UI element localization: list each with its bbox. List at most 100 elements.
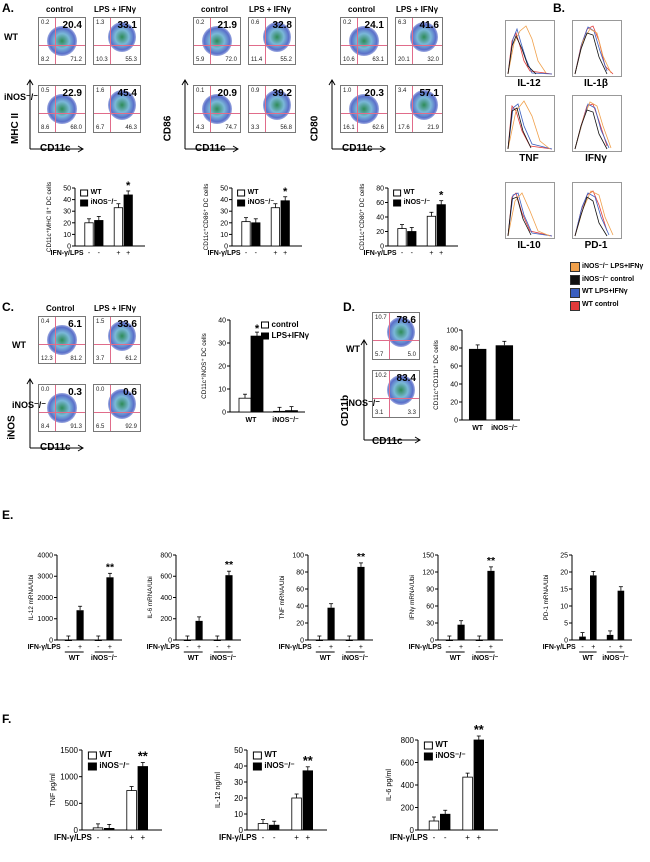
flow-density: [263, 22, 291, 52]
legend-swatch: [570, 275, 580, 285]
quadrant-line-v: [389, 371, 391, 417]
flow-plot: 21.9 0.2 5.9 72.0: [193, 17, 241, 65]
quadrant-lower-right: 81.2: [70, 356, 82, 362]
quadrant-line-h: [249, 112, 295, 114]
quadrant-lower-left: 6.7: [96, 125, 105, 131]
quadrant-lower-left: 3.3: [251, 125, 260, 131]
flow-plot: 0.3 0.0 8.4 91.3: [38, 384, 86, 432]
quadrant-lower-left: 5.9: [196, 57, 205, 63]
quadrant-upper-right: 0.6: [123, 387, 137, 398]
histogram-curves: [574, 25, 614, 75]
flow-density: [387, 375, 415, 405]
histogram-il1b: [572, 20, 622, 77]
quadrant-lower-right: 56.8: [280, 125, 292, 131]
quadrant-lower-left: 16.1: [343, 125, 355, 131]
quadrant-line-v: [412, 86, 414, 132]
row-label-inos: iNOS⁻/⁻: [346, 398, 381, 408]
quadrant-upper-left: 3.4: [398, 88, 407, 94]
panel-label-f: F.: [2, 712, 12, 726]
quadrant-upper-left: 10.2: [375, 373, 387, 379]
flow-density: [47, 94, 77, 124]
flow-density: [108, 389, 136, 419]
flow-plot: 39.2 0.9 3.3 56.8: [248, 85, 296, 133]
row-label-inos: iNOS⁻/⁻: [4, 92, 39, 102]
quadrant-line-h: [194, 44, 240, 46]
quadrant-line-h: [39, 411, 85, 413]
quadrant-line-h: [39, 343, 85, 345]
quadrant-upper-right: 20.3: [364, 88, 384, 99]
flow-density: [47, 26, 77, 56]
quadrant-lower-right: 72.0: [225, 57, 237, 63]
x-axis-label: CD11c: [342, 143, 373, 154]
quadrant-lower-left: 5.7: [375, 352, 384, 358]
quadrant-upper-right: 20.9: [217, 88, 237, 99]
flow-plot: 33.6 1.5 3.7 61.2: [93, 316, 141, 364]
quadrant-line-v: [265, 86, 267, 132]
quadrant-lower-right: 91.3: [70, 424, 82, 430]
histogram-il12: [505, 20, 555, 77]
row-label-inos: iNOS⁻/⁻: [12, 400, 47, 410]
flow-density: [202, 94, 232, 124]
quadrant-line-v: [110, 18, 112, 64]
quadrant-line-v: [55, 18, 57, 64]
flow-density: [108, 22, 136, 52]
quadrant-upper-left: 0.9: [251, 88, 260, 94]
quadrant-lower-right: 55.2: [280, 57, 292, 63]
quadrant-upper-right: 0.3: [68, 387, 82, 398]
quadrant-lower-right: 21.9: [427, 125, 439, 131]
histogram-curves: [507, 100, 553, 150]
quadrant-lower-left: 10.3: [96, 57, 108, 63]
quadrant-lower-right: 71.2: [70, 57, 82, 63]
x-axis-label: CD11c: [40, 143, 71, 154]
quadrant-lower-left: 8.6: [41, 125, 50, 131]
quadrant-upper-right: 22.9: [62, 88, 82, 99]
quadrant-upper-left: 1.5: [96, 319, 105, 325]
legend-label: WT LPS+IFNγ: [582, 288, 628, 295]
quadrant-line-v: [55, 385, 57, 431]
quadrant-line-h: [94, 343, 140, 345]
quadrant-lower-left: 6.5: [96, 424, 105, 430]
histogram-label-tnf: TNF: [519, 153, 539, 164]
quadrant-lower-right: 63.1: [372, 57, 384, 63]
quadrant-lower-right: 61.2: [125, 356, 137, 362]
quadrant-line-h: [341, 112, 387, 114]
quadrant-lower-left: 3.1: [375, 410, 384, 416]
panel-label-b: B.: [553, 1, 565, 15]
x-axis-label: CD11c: [40, 442, 71, 453]
histogram-label-il1b: IL-1β: [584, 78, 608, 89]
quadrant-line-h: [39, 112, 85, 114]
column-header-lps: LPS + IFNγ: [94, 5, 137, 14]
flow-plot: 20.9 0.1 4.3 74.7: [193, 85, 241, 133]
legend-label: iNOS⁻/⁻ LPS+IFNγ: [582, 263, 644, 270]
quadrant-line-h: [396, 44, 442, 46]
quadrant-upper-left: 0.0: [96, 387, 105, 393]
flow-plot: 32.8 0.6 11.4 55.2: [248, 17, 296, 65]
quadrant-line-v: [55, 86, 57, 132]
quadrant-line-h: [94, 44, 140, 46]
quadrant-line-h: [94, 411, 140, 413]
quadrant-lower-right: 55.3: [125, 57, 137, 63]
histogram-label-il12: IL-12: [517, 78, 541, 89]
flow-plot: 24.1 0.2 10.6 63.1: [340, 17, 388, 65]
legend-swatch: [570, 262, 580, 272]
histogram-label-ifng: IFNγ: [585, 153, 607, 164]
column-header-control: Control: [46, 304, 75, 313]
histogram-label-il10: IL-10: [517, 240, 541, 251]
quadrant-lower-left: 10.6: [343, 57, 355, 63]
column-header-lps: LPS + IFNγ: [396, 5, 439, 14]
panel-label-e: E.: [2, 508, 14, 522]
quadrant-line-h: [396, 112, 442, 114]
quadrant-line-v: [110, 86, 112, 132]
quadrant-upper-right: 57.1: [419, 88, 439, 99]
quadrant-lower-right: 68.0: [70, 125, 82, 131]
flow-plot: 20.3 1.0 16.1 62.6: [340, 85, 388, 133]
flow-plot: 57.1 3.4 17.6 21.9: [395, 85, 443, 133]
quadrant-upper-right: 45.4: [117, 88, 137, 99]
quadrant-upper-right: 20.4: [62, 20, 82, 31]
quadrant-upper-left: 10.7: [375, 315, 387, 321]
flow-density: [349, 26, 379, 56]
quadrant-line-v: [210, 86, 212, 132]
